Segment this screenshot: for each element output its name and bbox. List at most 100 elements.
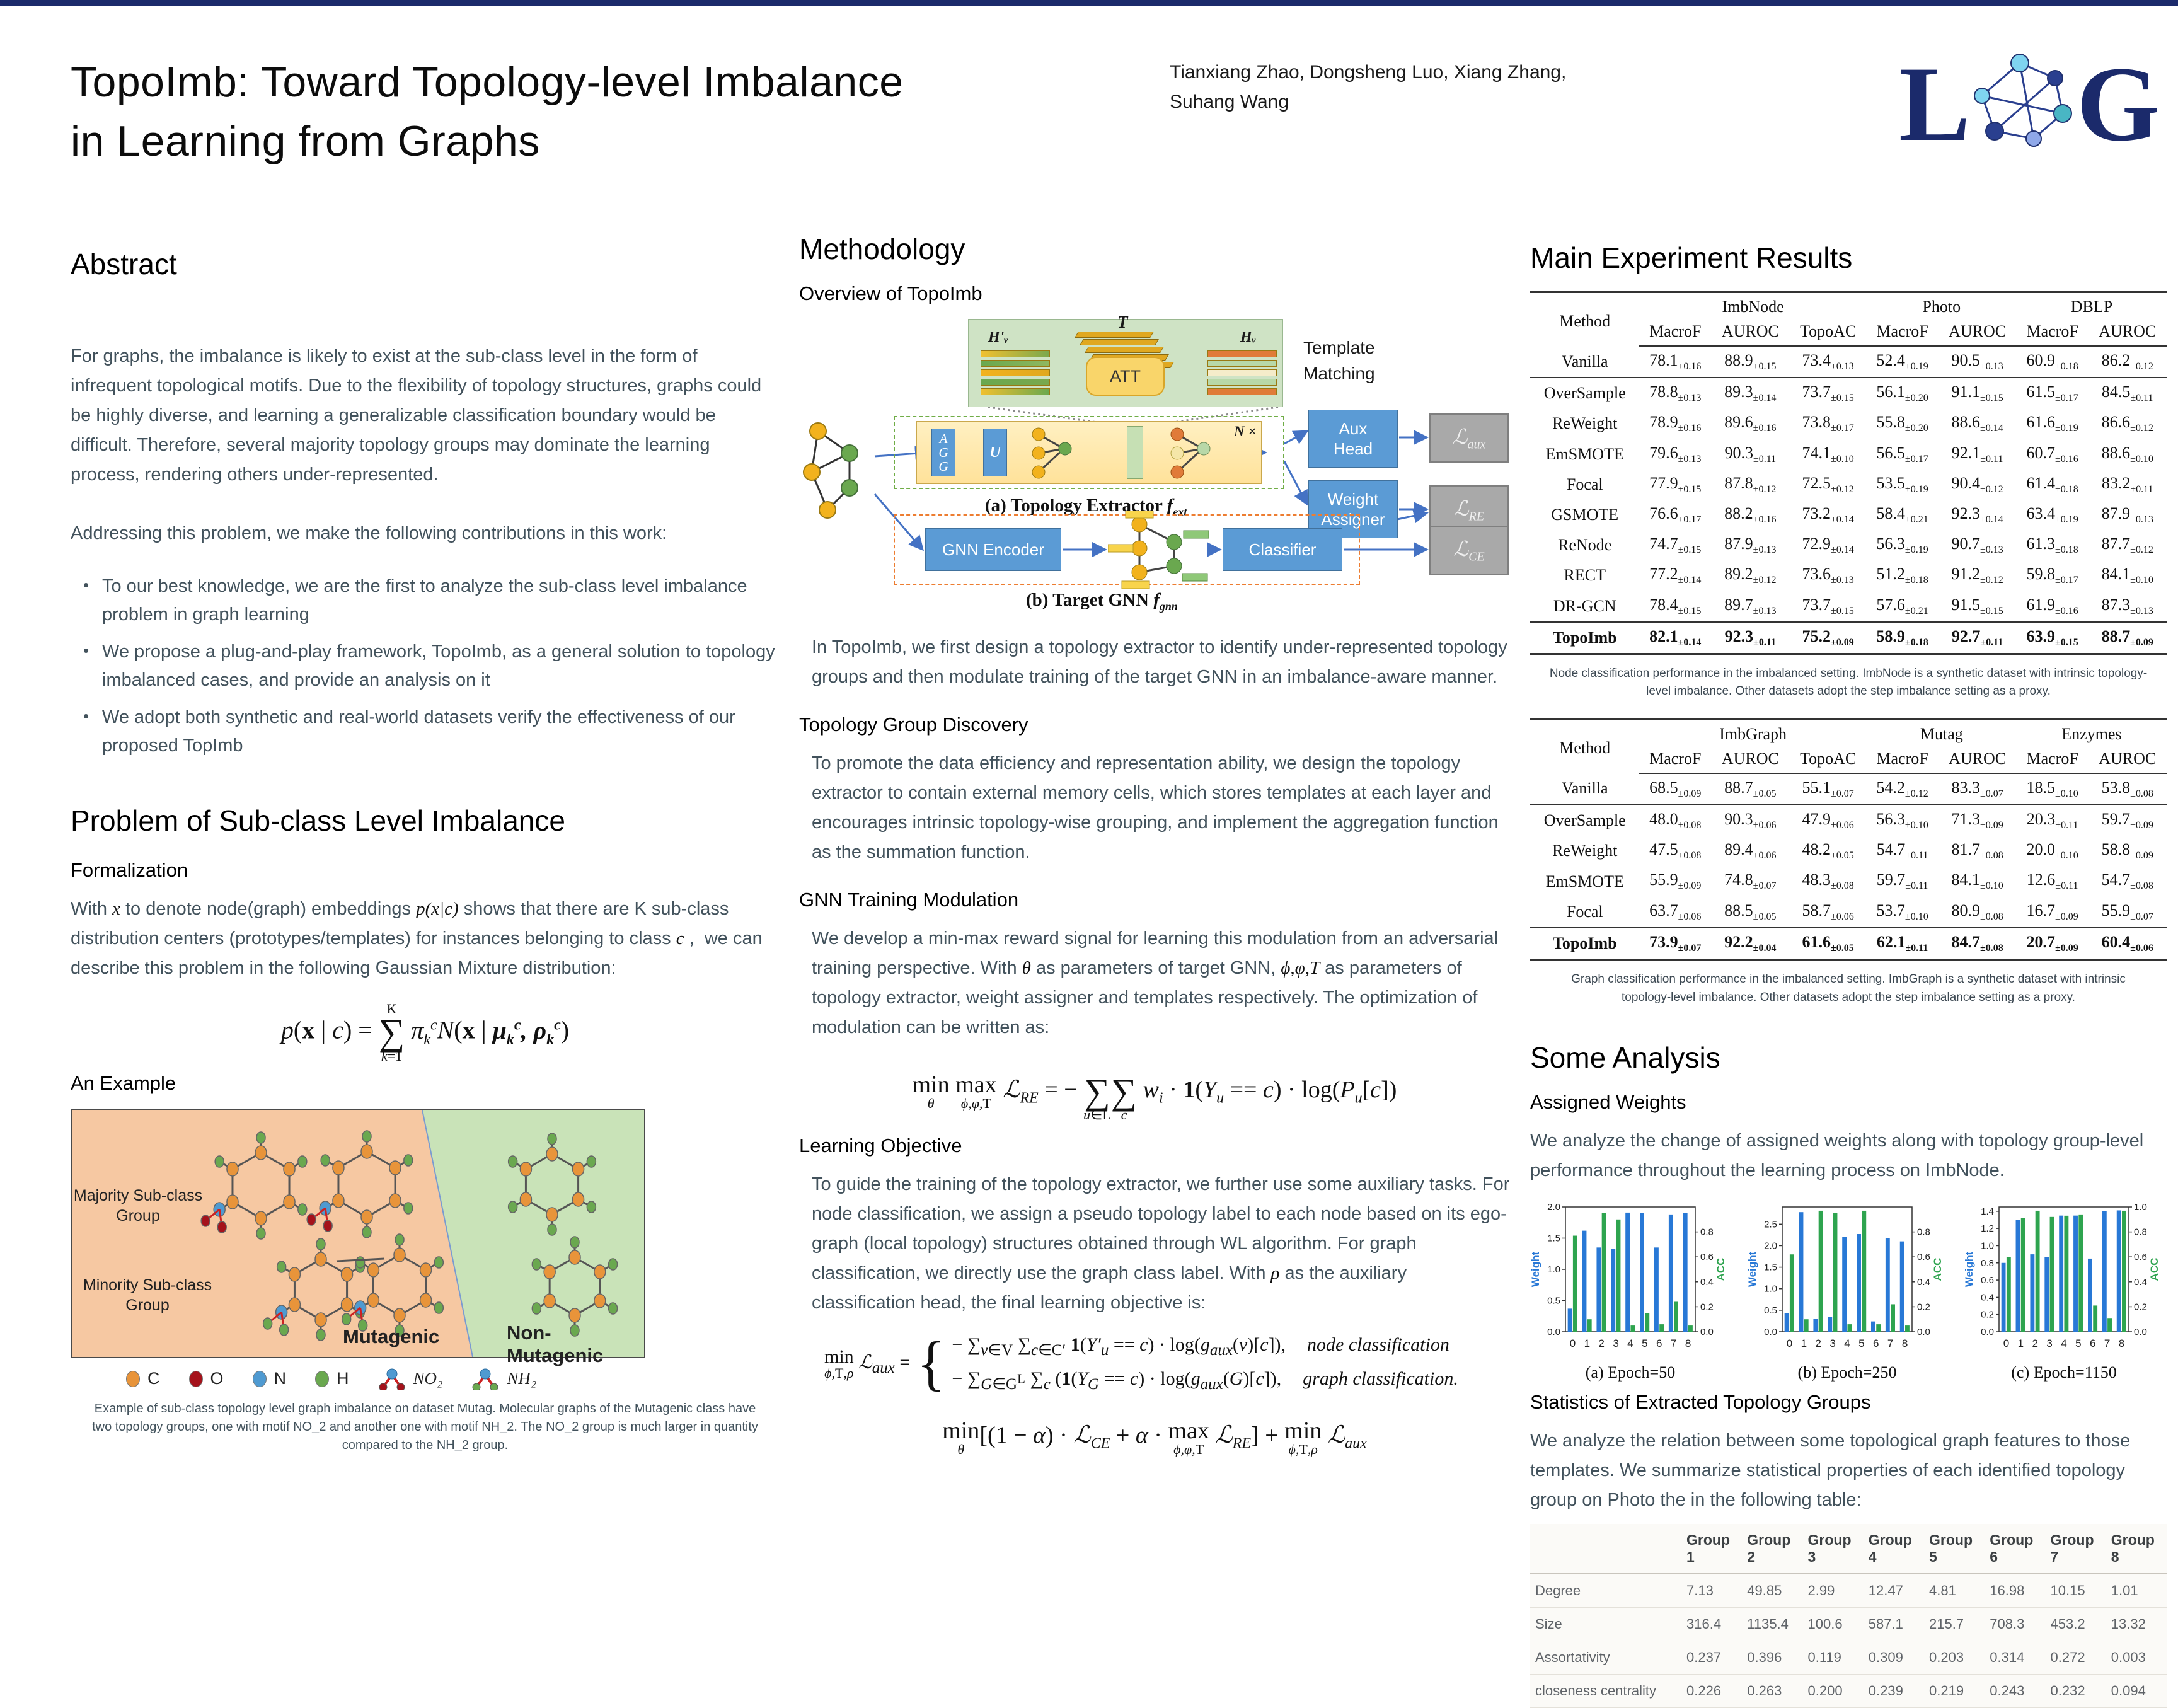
svg-text:8: 8 [1902, 1337, 1908, 1349]
svg-text:1.4: 1.4 [1981, 1206, 1994, 1217]
stats-value-cell: 0.203 [1924, 1641, 1985, 1675]
value-cell: 55.9±0.07 [2101, 901, 2153, 922]
table-group-header: Method [1559, 311, 1611, 330]
legend-item: H [315, 1369, 349, 1388]
stats-row-label: Assortativity [1530, 1641, 1681, 1675]
value-cell: 88.2±0.16 [1724, 504, 1777, 526]
atom-color-icon [252, 1370, 267, 1387]
table-metric-header: TopoAC [1789, 744, 1867, 774]
svg-text:1.2: 1.2 [1981, 1223, 1994, 1234]
value-cell: 92.3±0.11 [1711, 621, 1790, 654]
stats-value-cell: 0.003 [2106, 1641, 2167, 1675]
table-row: ReNode 74.7±0.15 87.9±0.13 72.9±0.14 56.3±0.… [1530, 530, 2167, 560]
value-cell: 89.3±0.14 [1724, 383, 1777, 404]
table-metric-header: MacroF [1866, 744, 1939, 774]
table-group-header: DBLP [2070, 297, 2113, 316]
mutag-example-figure: Majority Sub-class Group Minority Sub-cl… [71, 1108, 645, 1366]
value-cell: 89.2±0.12 [1724, 565, 1777, 586]
aux-formula: min ϕ,T,ρ ℒaux = { − ∑v∈V ∑c∈C′ 1(Y′u == … [824, 1333, 1510, 1394]
value-cell: 55.9±0.09 [1649, 870, 1702, 892]
value-cell: 91.5±0.15 [1951, 595, 2003, 616]
input-graph-icon [803, 422, 858, 519]
stats-value-cell: 100.6 [1802, 1607, 1864, 1641]
method-cell: EmSMOTE [1545, 872, 1624, 891]
value-cell: 16.7±0.09 [2026, 901, 2078, 922]
svg-text:2: 2 [1598, 1337, 1604, 1349]
svg-text:0.0: 0.0 [1981, 1327, 1994, 1337]
loss-re-label: ℒRE [1453, 497, 1485, 524]
stats-value-cell: 587.1 [1863, 1607, 1924, 1641]
table-group-header: Photo [1922, 297, 1961, 316]
node-classification-table: Method ImbNode Photo DBLP MacroF AUROC TopoAC M… [1530, 291, 2167, 655]
stats-column-header: Group 2 [1742, 1523, 1803, 1574]
weight-assigner-label: Weight Assigner [1321, 489, 1385, 529]
table-group-header: Mutag [1920, 724, 1963, 743]
stats-row-label: Size [1530, 1607, 1681, 1641]
aux-head-label: Aux Head [1333, 418, 1373, 459]
value-cell: 92.2±0.04 [1711, 926, 1790, 960]
table-row: EmSMOTE 55.9±0.09 74.8±0.07 48.3±0.08 59.7±0… [1530, 866, 2167, 896]
stats-value-cell: 49.85 [1742, 1573, 1803, 1608]
svg-text:ACC: ACC [1932, 1258, 1944, 1281]
table-metric-header: MacroF [1639, 318, 1712, 347]
authors: Tianxiang Zhao, Dongsheng Luo, Xiang Zha… [1170, 58, 1566, 117]
value-cell: 88.7±0.09 [2088, 621, 2167, 654]
value-cell: 87.7±0.12 [2101, 534, 2153, 556]
stats-column-header: Group 5 [1924, 1523, 1985, 1574]
poster-title-line2: in Learning from Graphs [71, 117, 540, 165]
value-cell: 73.9±0.07 [1639, 926, 1712, 960]
methodology-intro-text: In TopoImb, we first design a topology e… [812, 637, 1507, 687]
legend-label: H [337, 1369, 349, 1388]
molecule-figure-canvas [72, 1109, 644, 1357]
value-cell: 83.3±0.07 [1938, 773, 2017, 806]
value-cell: 62.1±0.11 [1866, 926, 1939, 960]
log-conference-logo: L G [1894, 39, 2165, 165]
authors-line1: Tianxiang Zhao, Dongsheng Luo, Xiang Zha… [1170, 62, 1567, 83]
majority-group-label: Majority Sub-class Group [73, 1186, 203, 1225]
value-cell: 73.2±0.14 [1802, 504, 1854, 526]
template-matching-label: Template Matching [1303, 338, 1375, 383]
poster-title-line1: TopoImb: Toward Topology-level Imbalance [71, 58, 904, 106]
value-cell: 84.7±0.08 [1938, 926, 2017, 960]
atom-color-icon [315, 1370, 330, 1387]
left-column: Abstract For graphs, the imbalance is li… [71, 247, 780, 1455]
value-cell: 79.6±0.13 [1649, 443, 1702, 465]
chart-caption: (c) Epoch=1150 [2011, 1363, 2117, 1382]
stats-column-header: Group 6 [1985, 1523, 2046, 1574]
weights-chart: 0.0 0.5 1.0 1.5 2.0 2.5 0.0 0.2 0.4 0.6 0.8 0 1 2 3 4 5 6… [1747, 1201, 1947, 1382]
table2-caption: Graph classification performance in the … [1571, 972, 2126, 1004]
value-cell: 61.5±0.17 [2026, 383, 2078, 404]
stats-value-cell: 0.232 [2045, 1674, 2106, 1708]
contribution-item: We propose a plug-and-play framework, To… [79, 638, 780, 695]
value-cell: 58.8±0.09 [2101, 840, 2153, 862]
value-cell: 20.0±0.10 [2026, 840, 2078, 862]
svg-text:0.0: 0.0 [1917, 1327, 1930, 1337]
value-cell: 73.7±0.15 [1802, 595, 1854, 616]
value-cell: 86.2±0.12 [2088, 346, 2167, 379]
value-cell: 59.7±0.09 [2101, 810, 2153, 831]
formalization-heading: Formalization [71, 859, 188, 882]
value-cell: 57.6±0.21 [1876, 595, 1928, 616]
poster-title: TopoImb: Toward Topology-level Imbalance… [71, 53, 904, 171]
table-metric-header: AUROC [1711, 318, 1790, 347]
stats-value-cell: 0.219 [1924, 1674, 1985, 1708]
svg-text:6: 6 [2090, 1337, 2095, 1349]
chart-caption: (a) Epoch=50 [1585, 1363, 1676, 1382]
weights-chart: 0.0 0.2 0.4 0.6 0.8 1.0 1.2 1.4 0.0 0.2 0.4 0.6 0.8 1… [1964, 1201, 2164, 1382]
table-row: ReWeight 47.5±0.08 89.4±0.06 48.2±0.05 54.7±… [1530, 836, 2167, 866]
method-cell: Vanilla [1530, 773, 1640, 806]
hv-prime-bars-icon [981, 350, 1050, 398]
value-cell: 18.5±0.10 [2016, 773, 2089, 806]
stats-value-cell: 13.32 [2106, 1607, 2167, 1641]
method-cell: OverSample [1543, 384, 1626, 403]
svg-text:0.2: 0.2 [1917, 1301, 1930, 1312]
stats-column-header: Group 1 [1681, 1523, 1743, 1574]
table-group-header: Method [1559, 739, 1611, 758]
stats-value-cell: 708.3 [1985, 1607, 2046, 1641]
logo-letter-g: G [2077, 45, 2160, 163]
value-cell: 88.5±0.05 [1724, 901, 1777, 922]
value-cell: 87.9±0.13 [2101, 504, 2153, 526]
svg-text:2.5: 2.5 [1764, 1219, 1777, 1230]
value-cell: 88.7±0.05 [1711, 773, 1790, 806]
stats-column-header: Group 7 [2045, 1523, 2106, 1574]
